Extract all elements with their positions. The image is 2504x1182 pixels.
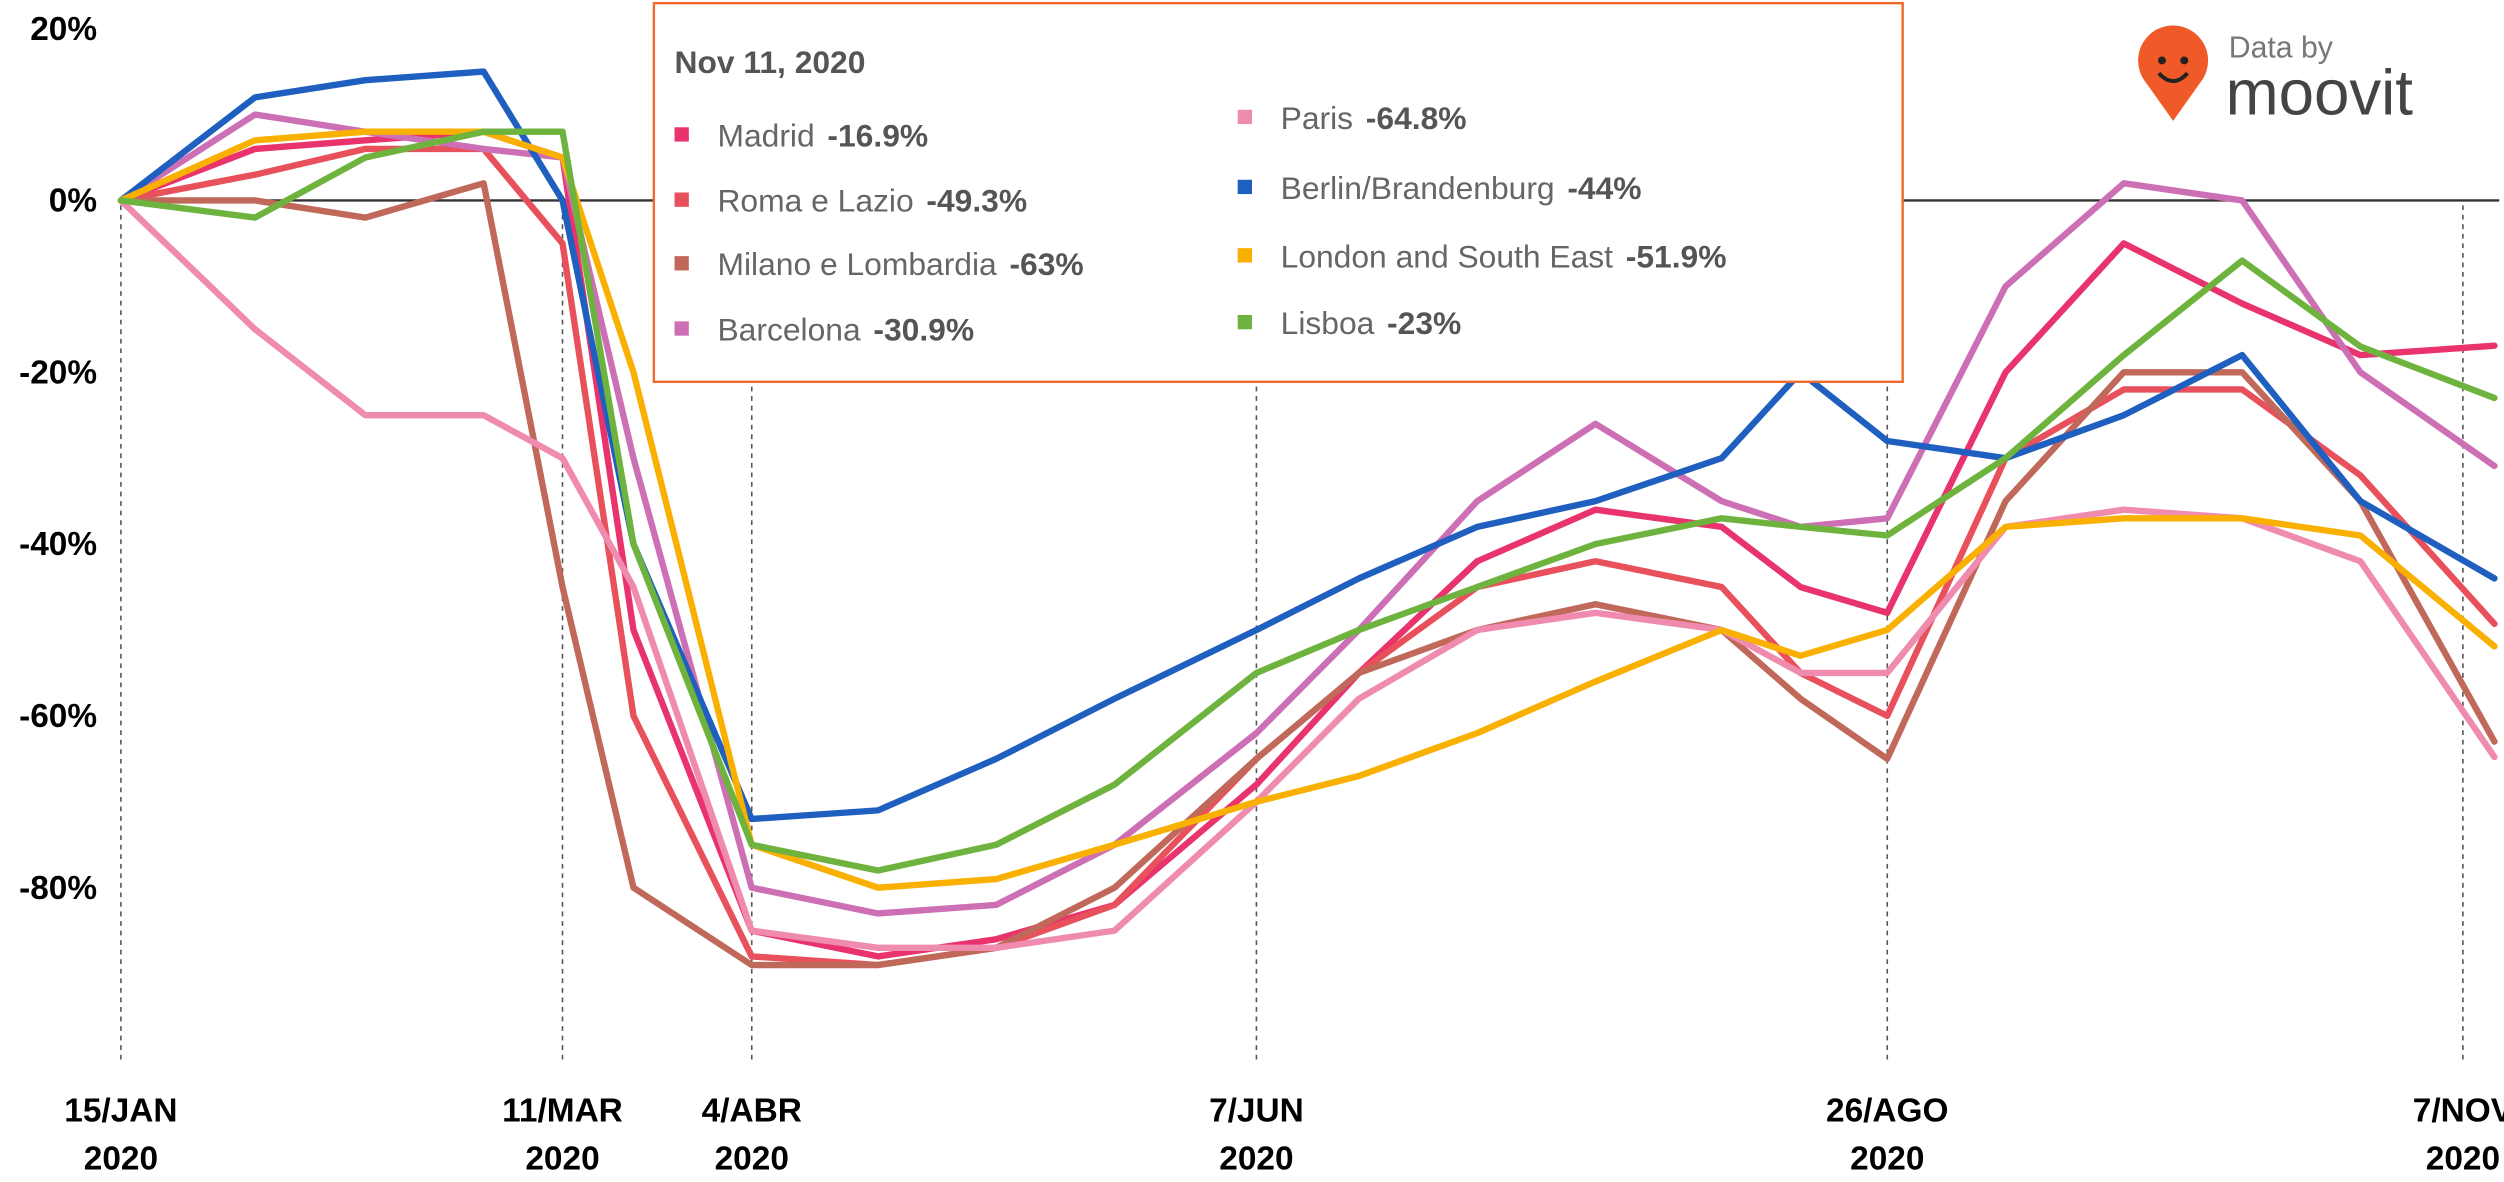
tooltip-box	[652, 1, 1904, 383]
x-tick-label: 7/JUN 2020	[1209, 1093, 1304, 1178]
x-tick-label-line: 2020	[1219, 1140, 1293, 1177]
legend-name: Paris	[1281, 100, 1353, 136]
y-tick-label: -80%	[19, 870, 97, 907]
legend-value: -64.8%	[1366, 100, 1467, 136]
legend-name: Madrid	[717, 117, 814, 153]
series-line	[117, 197, 2498, 952]
legend-swatch	[1237, 248, 1252, 263]
x-tick-label-line: 11/MAR	[502, 1093, 623, 1130]
legend-value: -23%	[1387, 305, 1461, 341]
y-tick-label: -40%	[19, 526, 97, 563]
x-tick-label: 4/ABR 2020	[702, 1093, 802, 1178]
y-tick-label: -60%	[19, 698, 97, 735]
x-tick-label-line: 2020	[2426, 1140, 2500, 1177]
y-tick-label: 0%	[49, 183, 97, 220]
plot-area: 20% 0% -20% -40% -60% -80% 15/JAN 2020 11/MAR 202…	[19, 11, 2504, 1178]
logo-eye	[2157, 56, 2166, 65]
logo: Data by moovit	[2138, 25, 2414, 129]
legend-entry: Lisboa -23%	[1281, 305, 1462, 341]
legend-swatch	[1237, 314, 1252, 330]
y-tick-label: 20%	[30, 11, 97, 48]
x-tick-label-line: 4/ABR	[702, 1093, 802, 1130]
x-tick-label-line: 26/AGO	[1826, 1093, 1948, 1130]
y-tick-label: -20%	[19, 354, 97, 391]
legend-value: -16.9%	[827, 117, 928, 153]
legend-swatch	[1237, 179, 1252, 195]
legend-entry: Milano e Lombardia -63%	[717, 246, 1083, 282]
legend-value: -51.9%	[1626, 238, 1727, 274]
x-tick-label: 26/AGO 2020	[1826, 1093, 1948, 1178]
legend-value: -49.3%	[926, 183, 1027, 219]
x-tick-label: 15/JAN 2020	[64, 1093, 177, 1178]
legend-value: -30.9%	[873, 311, 974, 347]
legend-name: Milano e Lombardia	[717, 246, 997, 282]
x-tick-label: 7/NOV 2020	[2413, 1093, 2504, 1178]
x-tick-label-line: 7/JUN	[1209, 1093, 1304, 1130]
legend-value: -63%	[1009, 246, 1083, 282]
logo-smile	[2157, 71, 2189, 84]
legend-entry: Roma e Lazio -49.3%	[717, 183, 1027, 219]
legend-entry: Madrid -16.9%	[717, 117, 928, 153]
series-line	[117, 128, 2498, 874]
logo-brand: moovit	[2226, 58, 2414, 129]
legend-name: Berlin/Brandenburg	[1281, 170, 1555, 206]
legend-name: Roma e Lazio	[717, 183, 913, 219]
legend-entry: London and South East -51.9%	[1281, 238, 1727, 274]
legend-value: -44%	[1567, 170, 1641, 206]
legend-name: Lisboa	[1281, 305, 1375, 341]
x-tick-label-line: 2020	[715, 1140, 789, 1177]
legend-entry: Barcelona -30.9%	[717, 311, 974, 347]
x-tick-label-line: 2020	[1850, 1140, 1924, 1177]
series-line	[117, 111, 2498, 917]
legend-name: Barcelona	[717, 311, 860, 347]
series-line	[117, 128, 2498, 891]
series-line	[117, 68, 2498, 823]
logo-caption: Data by	[2229, 31, 2334, 64]
legend-entry: Berlin/Brandenburg -44%	[1281, 170, 1642, 206]
tooltip-title: Nov 11, 2020	[675, 44, 866, 80]
x-tick-label-line: 2020	[525, 1140, 599, 1177]
legend-swatch	[1237, 109, 1252, 125]
logo-pin	[2138, 25, 2209, 121]
legend-swatch	[674, 127, 689, 142]
legend-name: London and South East	[1281, 238, 1614, 274]
x-tick-label-line: 2020	[84, 1140, 158, 1177]
legend-entry: Paris -64.8%	[1281, 100, 1467, 136]
legend-swatch	[674, 256, 689, 271]
x-tick-label-line: 15/JAN	[64, 1093, 177, 1130]
logo-eye	[2180, 56, 2189, 65]
x-tick-label-line: 7/NOV	[2413, 1093, 2504, 1130]
legend-swatch	[674, 321, 689, 336]
x-tick-label: 11/MAR 2020	[502, 1093, 623, 1178]
legend-swatch	[674, 192, 689, 207]
